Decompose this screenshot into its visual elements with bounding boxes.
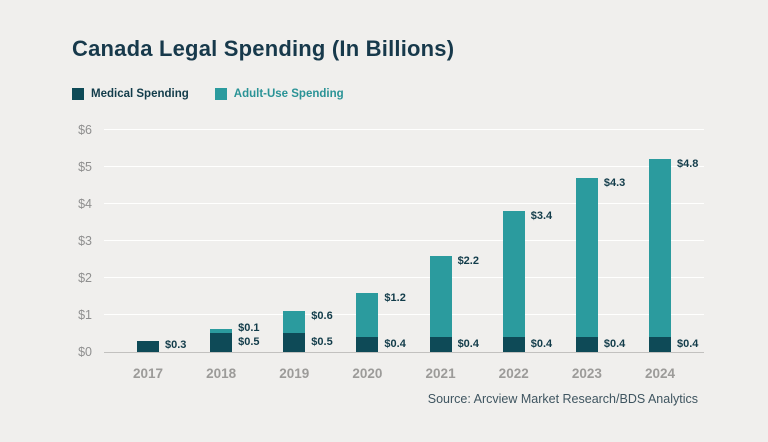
value-label-medical-2017: $0.3	[165, 339, 187, 351]
plot-area: $0 $1 $2 $3 $4 $5 $6 $0.3 2017 $0.5 $0.1 2018 $0.5 $0…	[78, 123, 704, 381]
legend-label-adult: Adult-Use Spending	[233, 88, 344, 100]
value-label-medical-2024: $0.4	[677, 337, 699, 350]
x-axis-label-2023: 2023	[571, 366, 602, 381]
value-label-adult-2020: $1.2	[384, 292, 406, 304]
x-axis-label-2024: 2024	[644, 366, 676, 381]
value-label-adult-2023: $4.3	[603, 177, 626, 189]
gridline	[104, 277, 704, 278]
bar-segment-adult-2019	[283, 311, 306, 333]
value-label-medical-2018: $0.5	[238, 335, 260, 348]
y-axis-tick-label: $2	[78, 271, 92, 285]
y-axis-tick-label: $5	[78, 160, 92, 174]
value-label-medical-2021: $0.4	[457, 337, 479, 350]
bar-segment-adult-2024	[649, 159, 671, 337]
bar-segment-adult-2020	[356, 293, 379, 337]
gridline	[104, 314, 704, 315]
legend: Medical Spending Adult-Use Spending	[72, 88, 344, 100]
value-label-adult-2022: $3.4	[530, 210, 553, 222]
value-label-adult-2018: $0.1	[238, 321, 260, 334]
legend-item-adult: Adult-Use Spending	[214, 88, 344, 100]
x-axis-label-2018: 2018	[206, 366, 237, 381]
medical-swatch-icon	[72, 88, 84, 100]
bar-segment-adult-2023	[575, 178, 598, 337]
gridline	[104, 203, 704, 204]
y-axis-tick-label: $1	[78, 308, 92, 322]
gridline	[104, 240, 704, 241]
bar-segment-adult-2021	[429, 256, 452, 337]
gridline	[104, 166, 704, 167]
value-label-medical-2019: $0.5	[311, 335, 333, 348]
legend-label-medical: Medical Spending	[91, 88, 189, 100]
bar-segment-medical-2019	[283, 333, 306, 352]
y-axis-tick-label: $6	[78, 123, 92, 137]
adult-swatch-icon	[214, 88, 227, 100]
bar-segment-adult-2018	[210, 329, 233, 333]
bar-segment-medical-2023	[575, 337, 598, 352]
bar-segment-medical-2024	[649, 337, 671, 352]
value-label-adult-2021: $2.2	[457, 255, 479, 267]
bar-segment-medical-2017	[137, 341, 159, 352]
value-label-medical-2020: $0.4	[384, 337, 406, 350]
y-axis-tick-label: $3	[78, 234, 92, 248]
y-axis-tick-label: $0	[78, 345, 92, 359]
bar-segment-medical-2021	[429, 337, 452, 352]
value-label-medical-2022: $0.4	[530, 337, 553, 350]
gridline	[104, 129, 704, 130]
y-axis-tick-label: $4	[78, 197, 92, 211]
x-axis-label-2019: 2019	[279, 366, 310, 381]
legend-item-medical: Medical Spending	[72, 88, 189, 100]
bar-segment-adult-2022	[502, 211, 525, 337]
value-label-adult-2024: $4.8	[677, 158, 699, 170]
bar-segment-medical-2018	[210, 333, 233, 352]
x-axis-label-2022: 2022	[498, 366, 529, 381]
bar-segment-medical-2022	[502, 337, 525, 352]
value-label-medical-2023: $0.4	[603, 337, 626, 350]
value-label-adult-2019: $0.6	[311, 310, 333, 322]
x-axis-label-2021: 2021	[425, 366, 456, 381]
source-text: Source: Arcview Market Research/BDS Anal…	[427, 392, 698, 406]
x-axis-label-2020: 2020	[352, 366, 383, 381]
bar-segment-medical-2020	[356, 337, 379, 352]
chart-title: Canada Legal Spending (In Billions)	[72, 36, 455, 61]
x-axis-label-2017: 2017	[132, 366, 164, 381]
